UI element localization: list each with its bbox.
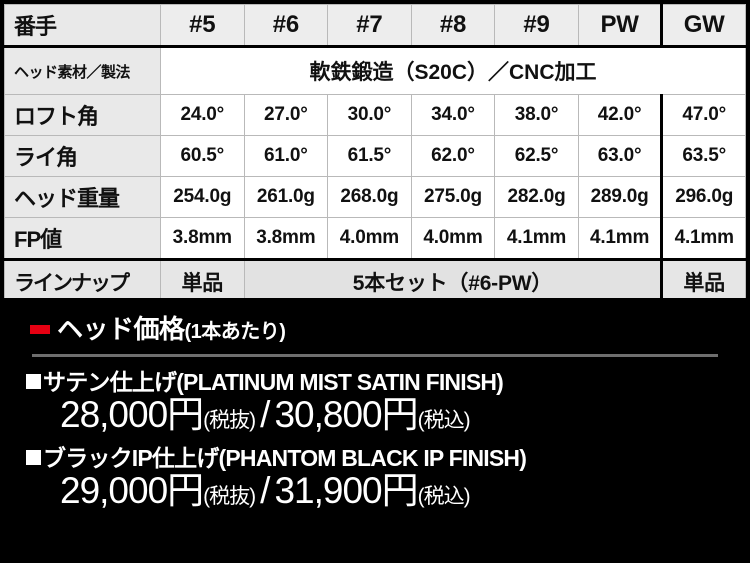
weight-8: 275.0g [410, 176, 496, 218]
finish-title-black-ip: ブラックIP仕上げ(PHANTOM BLACK IP FINISH) [26, 445, 527, 471]
section-divider [32, 354, 718, 357]
header-cell-6: #6 [243, 4, 329, 48]
lie-7: 61.5° [327, 135, 412, 177]
square-bullet-icon [26, 374, 41, 389]
weight-gw: 296.0g [660, 176, 746, 218]
iron-spec-table: 番手 #5 #6 #7 #8 #9 PW GW ヘッド素材／製法 軟鉄鍛造（S2… [4, 4, 746, 304]
fp-7: 4.0mm [327, 217, 412, 260]
fp-5: 3.8mm [160, 217, 245, 260]
loft-pw: 42.0° [577, 94, 663, 136]
lie-8: 62.0° [410, 135, 496, 177]
lineup-single-left: 単品 [160, 258, 245, 304]
price-heading-sub: (1本あたり) [184, 321, 286, 343]
material-value-cell: 軟鉄鍛造（S20C）／CNC加工 [160, 46, 746, 95]
row-label-lineup: ラインナップ [4, 258, 161, 304]
table-row-material: ヘッド素材／製法 軟鉄鍛造（S20C）／CNC加工 [4, 46, 746, 95]
lineup-single-right: 単品 [660, 258, 746, 304]
table-row-loft: ロフト角 24.0° 27.0° 30.0° 34.0° 38.0° 42.0°… [4, 94, 746, 136]
red-dash-icon [30, 324, 50, 334]
satin-price-excl: 28,000円 [60, 394, 204, 436]
blackip-tax-excl-label: (税抜) [203, 485, 256, 509]
header-cell-9: #9 [494, 4, 579, 48]
price-heading-text: ヘッド価格(1本あたり) [57, 314, 286, 344]
lie-9: 62.5° [494, 135, 579, 177]
table-row-lie: ライ角 60.5° 61.0° 61.5° 62.0° 62.5° 63.0° … [4, 135, 746, 177]
fp-6: 3.8mm [243, 217, 329, 260]
row-label-fp: FP値 [4, 217, 161, 260]
finish-price-satin: 28,000円(税抜)/30,800円(税込) [26, 394, 503, 435]
weight-9: 282.0g [494, 176, 579, 218]
blackip-price-excl: 29,000円 [60, 470, 204, 512]
header-label-cell: 番手 [4, 4, 161, 48]
satin-tax-incl-label: (税込) [417, 409, 471, 433]
table-header-row: 番手 #5 #6 #7 #8 #9 PW GW [4, 4, 746, 48]
loft-5: 24.0° [160, 94, 245, 136]
finish-option-satin: サテン仕上げ(PLATINUM MIST SATIN FINISH) 28,00… [26, 369, 504, 436]
blackip-tax-incl-label: (税込) [417, 485, 471, 509]
blackip-price-incl: 31,900円 [274, 470, 418, 512]
satin-separator: / [260, 394, 270, 436]
fp-gw: 4.1mm [660, 217, 746, 260]
lie-5: 60.5° [160, 135, 245, 177]
table-row-fp: FP値 3.8mm 3.8mm 4.0mm 4.0mm 4.1mm 4.1mm … [4, 217, 746, 260]
satin-price-incl: 30,800円 [274, 394, 418, 436]
price-heading-main: ヘッド価格 [57, 314, 185, 344]
finish-title-satin: サテン仕上げ(PLATINUM MIST SATIN FINISH) [26, 369, 504, 395]
square-bullet-icon [26, 450, 41, 465]
weight-5: 254.0g [160, 176, 245, 218]
lie-pw: 63.0° [577, 135, 663, 177]
finish-price-black-ip: 29,000円(税抜)/31,900円(税込) [26, 470, 526, 511]
weight-pw: 289.0g [577, 176, 663, 218]
table-row-headweight: ヘッド重量 254.0g 261.0g 268.0g 275.0g 282.0g… [4, 176, 746, 218]
loft-9: 38.0° [494, 94, 579, 136]
fp-pw: 4.1mm [577, 217, 663, 260]
lie-gw: 63.5° [660, 135, 746, 177]
header-cell-5: #5 [160, 4, 245, 48]
row-label-material: ヘッド素材／製法 [4, 46, 161, 95]
weight-6: 261.0g [243, 176, 329, 218]
loft-8: 34.0° [410, 94, 496, 136]
loft-6: 27.0° [243, 94, 329, 136]
header-cell-pw: PW [577, 4, 663, 48]
finish-title-satin-text: サテン仕上げ(PLATINUM MIST SATIN FINISH) [43, 369, 504, 395]
satin-tax-excl-label: (税抜) [203, 409, 256, 433]
lie-6: 61.0° [243, 135, 329, 177]
row-label-lie: ライ角 [4, 135, 161, 177]
header-cell-gw: GW [660, 4, 746, 48]
loft-7: 30.0° [327, 94, 412, 136]
row-label-headweight: ヘッド重量 [4, 176, 161, 218]
fp-9: 4.1mm [494, 217, 579, 260]
price-heading: ヘッド価格(1本あたり) [30, 314, 286, 344]
finish-option-black-ip: ブラックIP仕上げ(PHANTOM BLACK IP FINISH) 29,00… [26, 445, 527, 512]
row-label-loft: ロフト角 [4, 94, 161, 136]
lineup-set-cell: 5本セット（#6-PW） [243, 258, 663, 304]
finish-title-black-ip-text: ブラックIP仕上げ(PHANTOM BLACK IP FINISH) [43, 445, 527, 471]
loft-gw: 47.0° [660, 94, 746, 136]
spec-table-container: 番手 #5 #6 #7 #8 #9 PW GW ヘッド素材／製法 軟鉄鍛造（S2… [0, 0, 750, 304]
header-cell-7: #7 [327, 4, 412, 48]
table-row-lineup: ラインナップ 単品 5本セット（#6-PW） 単品 [4, 258, 746, 304]
price-section: ヘッド価格(1本あたり) サテン仕上げ(PLATINUM MIST SATIN … [0, 298, 750, 563]
fp-8: 4.0mm [410, 217, 496, 260]
header-cell-8: #8 [410, 4, 496, 48]
weight-7: 268.0g [327, 176, 412, 218]
blackip-separator: / [260, 470, 270, 512]
